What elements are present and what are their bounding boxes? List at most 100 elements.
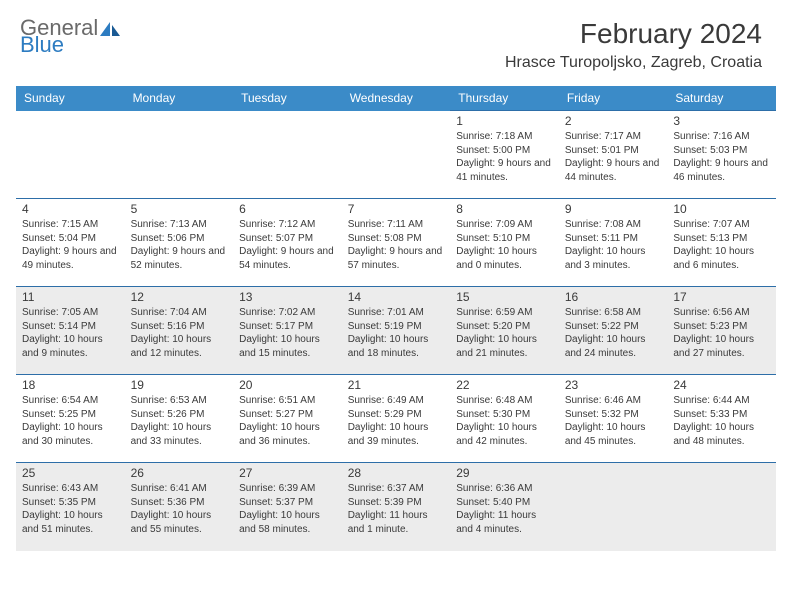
- day-cell: 20 Sunrise: 6:51 AMSunset: 5:27 PMDayligh…: [233, 375, 342, 463]
- day-info: Sunrise: 6:39 AMSunset: 5:37 PMDaylight:…: [239, 482, 336, 536]
- day-cell: 4 Sunrise: 7:15 AMSunset: 5:04 PMDaylight…: [16, 199, 125, 287]
- day-info: Sunrise: 7:16 AMSunset: 5:03 PMDaylight:…: [673, 130, 770, 184]
- day-cell: 16 Sunrise: 6:58 AMSunset: 5:22 PMDayligh…: [559, 287, 668, 375]
- week-row: 4 Sunrise: 7:15 AMSunset: 5:04 PMDaylight…: [16, 199, 776, 287]
- day-info: Sunrise: 6:41 AMSunset: 5:36 PMDaylight:…: [131, 482, 228, 536]
- dow-header: Saturday: [667, 86, 776, 111]
- title-block: February 2024 Hrasce Turopoljsko, Zagreb…: [505, 18, 762, 72]
- day-cell: 2 Sunrise: 7:17 AMSunset: 5:01 PMDaylight…: [559, 111, 668, 199]
- day-cell: 3Sunrise: 7:16 AMSunset: 5:03 PMDaylight…: [667, 111, 776, 199]
- day-cell: 23 Sunrise: 6:46 AMSunset: 5:32 PMDayligh…: [559, 375, 668, 463]
- dow-header: Monday: [125, 86, 234, 111]
- calendar-body: 1Sunrise: 7:18 AMSunset: 5:00 PMDaylight…: [16, 111, 776, 551]
- dow-header: Friday: [559, 86, 668, 111]
- day-info: Sunrise: 6:53 AMSunset: 5:26 PMDaylight:…: [131, 394, 228, 448]
- month-title: February 2024: [505, 18, 762, 50]
- day-cell: 6Sunrise: 7:12 AMSunset: 5:07 PMDaylight…: [233, 199, 342, 287]
- day-cell: 29Sunrise: 6:36 AMSunset: 5:40 PMDayligh…: [450, 463, 559, 551]
- dow-header-row: SundayMondayTuesdayWednesdayThursdayFrid…: [16, 86, 776, 111]
- day-info: Sunrise: 7:07 AMSunset: 5:13 PMDaylight:…: [673, 218, 770, 272]
- day-number: 18: [22, 378, 119, 392]
- day-cell: 9 Sunrise: 7:08 AMSunset: 5:11 PMDaylight…: [559, 199, 668, 287]
- day-info: Sunrise: 7:11 AMSunset: 5:08 PMDaylight:…: [348, 218, 445, 272]
- day-info: Sunrise: 7:13 AMSunset: 5:06 PMDaylight:…: [131, 218, 228, 272]
- day-info: Sunrise: 7:17 AMSunset: 5:01 PMDaylight:…: [565, 130, 662, 184]
- empty-cell: [16, 111, 125, 199]
- day-info: Sunrise: 6:51 AMSunset: 5:27 PMDaylight:…: [239, 394, 336, 448]
- week-row: 18Sunrise: 6:54 AMSunset: 5:25 PMDayligh…: [16, 375, 776, 463]
- day-cell: 19 Sunrise: 6:53 AMSunset: 5:26 PMDayligh…: [125, 375, 234, 463]
- day-info: Sunrise: 7:01 AMSunset: 5:19 PMDaylight:…: [348, 306, 445, 360]
- day-number: 16: [565, 290, 662, 304]
- day-info: Sunrise: 6:43 AMSunset: 5:35 PMDaylight:…: [22, 482, 119, 536]
- day-info: Sunrise: 7:08 AMSunset: 5:11 PMDaylight:…: [565, 218, 662, 272]
- week-row: 25 Sunrise: 6:43 AMSunset: 5:35 PMDayligh…: [16, 463, 776, 551]
- day-cell: 13 Sunrise: 7:02 AMSunset: 5:17 PMDayligh…: [233, 287, 342, 375]
- day-cell: 7 Sunrise: 7:11 AMSunset: 5:08 PMDaylight…: [342, 199, 451, 287]
- sail-icon: [100, 22, 122, 41]
- day-number: 15: [456, 290, 553, 304]
- empty-cell: [667, 463, 776, 551]
- day-info: Sunrise: 7:05 AMSunset: 5:14 PMDaylight:…: [22, 306, 119, 360]
- day-cell: 18Sunrise: 6:54 AMSunset: 5:25 PMDayligh…: [16, 375, 125, 463]
- day-cell: 24Sunrise: 6:44 AMSunset: 5:33 PMDayligh…: [667, 375, 776, 463]
- day-number: 6: [239, 202, 336, 216]
- day-number: 22: [456, 378, 553, 392]
- day-number: 14: [348, 290, 445, 304]
- day-cell: 27 Sunrise: 6:39 AMSunset: 5:37 PMDayligh…: [233, 463, 342, 551]
- day-cell: 22Sunrise: 6:48 AMSunset: 5:30 PMDayligh…: [450, 375, 559, 463]
- day-info: Sunrise: 6:59 AMSunset: 5:20 PMDaylight:…: [456, 306, 553, 360]
- dow-header: Wednesday: [342, 86, 451, 111]
- day-info: Sunrise: 6:36 AMSunset: 5:40 PMDaylight:…: [456, 482, 553, 536]
- day-number: 20: [239, 378, 336, 392]
- day-cell: 8 Sunrise: 7:09 AMSunset: 5:10 PMDaylight…: [450, 199, 559, 287]
- week-row: 11 Sunrise: 7:05 AMSunset: 5:14 PMDayligh…: [16, 287, 776, 375]
- day-number: 11: [22, 290, 119, 304]
- day-info: Sunrise: 7:18 AMSunset: 5:00 PMDaylight:…: [456, 130, 553, 184]
- day-number: 10: [673, 202, 770, 216]
- day-number: 21: [348, 378, 445, 392]
- day-info: Sunrise: 6:56 AMSunset: 5:23 PMDaylight:…: [673, 306, 770, 360]
- day-info: Sunrise: 7:04 AMSunset: 5:16 PMDaylight:…: [131, 306, 228, 360]
- day-info: Sunrise: 7:15 AMSunset: 5:04 PMDaylight:…: [22, 218, 119, 272]
- day-number: 25: [22, 466, 119, 480]
- day-cell: 10 Sunrise: 7:07 AMSunset: 5:13 PMDayligh…: [667, 199, 776, 287]
- calendar-table: SundayMondayTuesdayWednesdayThursdayFrid…: [16, 86, 776, 551]
- day-number: 7: [348, 202, 445, 216]
- empty-cell: [233, 111, 342, 199]
- day-cell: 26 Sunrise: 6:41 AMSunset: 5:36 PMDayligh…: [125, 463, 234, 551]
- day-info: Sunrise: 6:58 AMSunset: 5:22 PMDaylight:…: [565, 306, 662, 360]
- day-info: Sunrise: 7:02 AMSunset: 5:17 PMDaylight:…: [239, 306, 336, 360]
- empty-cell: [342, 111, 451, 199]
- day-info: Sunrise: 6:49 AMSunset: 5:29 PMDaylight:…: [348, 394, 445, 448]
- day-cell: 5 Sunrise: 7:13 AMSunset: 5:06 PMDaylight…: [125, 199, 234, 287]
- day-info: Sunrise: 6:37 AMSunset: 5:39 PMDaylight:…: [348, 482, 445, 536]
- day-number: 12: [131, 290, 228, 304]
- day-info: Sunrise: 6:44 AMSunset: 5:33 PMDaylight:…: [673, 394, 770, 448]
- day-info: Sunrise: 7:09 AMSunset: 5:10 PMDaylight:…: [456, 218, 553, 272]
- day-cell: 11 Sunrise: 7:05 AMSunset: 5:14 PMDayligh…: [16, 287, 125, 375]
- day-cell: 14 Sunrise: 7:01 AMSunset: 5:19 PMDayligh…: [342, 287, 451, 375]
- empty-cell: [125, 111, 234, 199]
- day-cell: 28 Sunrise: 6:37 AMSunset: 5:39 PMDayligh…: [342, 463, 451, 551]
- day-number: 13: [239, 290, 336, 304]
- empty-cell: [559, 463, 668, 551]
- day-cell: 15 Sunrise: 6:59 AMSunset: 5:20 PMDayligh…: [450, 287, 559, 375]
- day-cell: 17Sunrise: 6:56 AMSunset: 5:23 PMDayligh…: [667, 287, 776, 375]
- day-number: 28: [348, 466, 445, 480]
- day-cell: 25 Sunrise: 6:43 AMSunset: 5:35 PMDayligh…: [16, 463, 125, 551]
- dow-header: Sunday: [16, 86, 125, 111]
- day-number: 19: [131, 378, 228, 392]
- day-info: Sunrise: 6:46 AMSunset: 5:32 PMDaylight:…: [565, 394, 662, 448]
- day-number: 4: [22, 202, 119, 216]
- day-number: 2: [565, 114, 662, 128]
- day-number: 23: [565, 378, 662, 392]
- location-text: Hrasce Turopoljsko, Zagreb, Croatia: [505, 54, 762, 72]
- page-header: General Blue February 2024 Hrasce Turopo…: [0, 0, 792, 80]
- brand-logo: General Blue: [20, 18, 122, 55]
- day-number: 26: [131, 466, 228, 480]
- day-number: 5: [131, 202, 228, 216]
- day-number: 27: [239, 466, 336, 480]
- day-number: 9: [565, 202, 662, 216]
- day-number: 8: [456, 202, 553, 216]
